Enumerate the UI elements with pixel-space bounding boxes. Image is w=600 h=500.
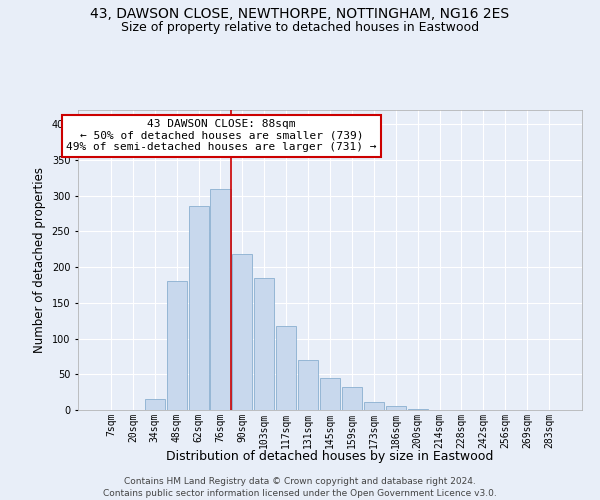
Bar bbox=[254, 278, 274, 410]
Bar bbox=[364, 402, 384, 410]
Bar bbox=[167, 282, 187, 410]
Bar bbox=[232, 254, 253, 410]
Text: Contains HM Land Registry data © Crown copyright and database right 2024.
Contai: Contains HM Land Registry data © Crown c… bbox=[103, 476, 497, 498]
Text: 43, DAWSON CLOSE, NEWTHORPE, NOTTINGHAM, NG16 2ES: 43, DAWSON CLOSE, NEWTHORPE, NOTTINGHAM,… bbox=[91, 8, 509, 22]
Y-axis label: Number of detached properties: Number of detached properties bbox=[33, 167, 46, 353]
Bar bbox=[298, 360, 318, 410]
Text: 43 DAWSON CLOSE: 88sqm
← 50% of detached houses are smaller (739)
49% of semi-de: 43 DAWSON CLOSE: 88sqm ← 50% of detached… bbox=[67, 119, 377, 152]
Bar bbox=[320, 378, 340, 410]
Bar bbox=[342, 387, 362, 410]
Text: Size of property relative to detached houses in Eastwood: Size of property relative to detached ho… bbox=[121, 21, 479, 34]
Bar bbox=[145, 398, 165, 410]
Bar bbox=[407, 408, 428, 410]
Bar bbox=[211, 188, 230, 410]
Text: Distribution of detached houses by size in Eastwood: Distribution of detached houses by size … bbox=[166, 450, 494, 463]
Bar bbox=[276, 326, 296, 410]
Bar bbox=[386, 406, 406, 410]
Bar bbox=[188, 206, 209, 410]
